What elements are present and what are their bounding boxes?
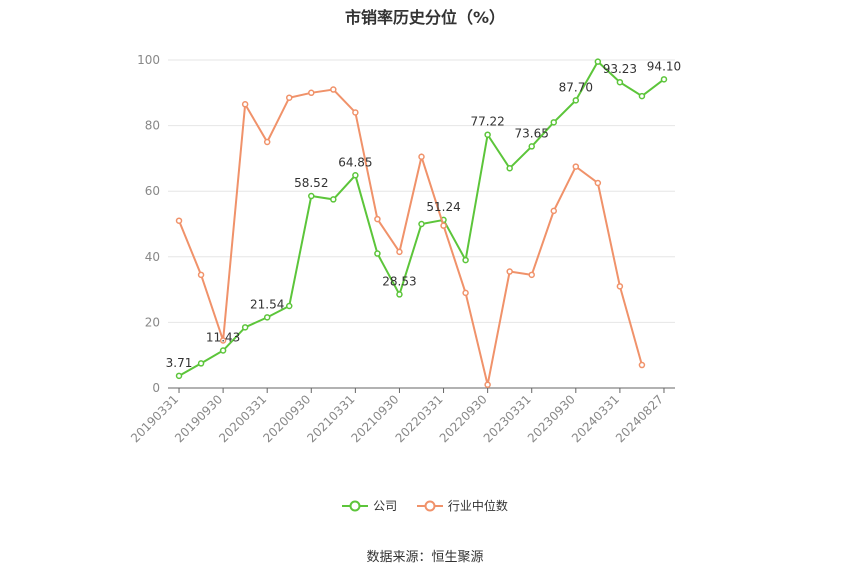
legend-label-company: 公司 [373,499,398,513]
data-point[interactable] [197,271,205,279]
data-label: 28.53 [382,274,416,288]
data-source: 数据来源：恒生聚源 [366,550,484,565]
data-point[interactable] [594,179,602,187]
data-point[interactable] [638,361,646,369]
data-point[interactable] [352,172,359,179]
line-chart: 0 20 40 60 80 100 201903312019093020200331202… [128,53,681,445]
data-point[interactable] [550,119,558,126]
data-point[interactable] [396,248,403,256]
data-label: 58.52 [294,176,328,190]
y-tick-label: 60 [145,184,160,198]
x-tick-labels: 2019033120190930202003312020093020210331… [128,392,666,445]
data-label: 77.22 [470,115,504,129]
data-labels: 3.71 11.43 21.54 58.52 64.85 28.53 51.24 77.22 7… [166,59,681,369]
data-label: 87.70 [559,80,593,94]
legend-line-marker-icon [416,500,443,511]
y-tick-label: 20 [145,315,160,329]
data-point[interactable] [241,324,249,331]
data-point[interactable] [396,291,403,298]
data-point[interactable] [462,256,469,264]
data-label: 21.54 [250,297,284,311]
data-point[interactable] [330,196,337,203]
data-point[interactable] [550,207,558,215]
y-tick-label: 80 [145,119,160,133]
data-point[interactable] [263,138,271,146]
data-point[interactable] [308,89,315,97]
data-point[interactable] [263,314,271,321]
x-axis [168,387,675,393]
y-axis: 0 20 40 60 80 100 [137,53,160,395]
legend: 公司 行业中位数 [0,497,850,516]
series-line-1 [178,88,643,385]
data-point[interactable] [197,360,205,367]
data-point[interactable] [528,143,535,150]
data-label: 64.85 [338,155,372,169]
x-tick-label: 20240827 [613,392,666,445]
data-point[interactable] [418,153,425,161]
data-point[interactable] [241,101,249,108]
data-label: 11.43 [206,331,240,345]
legend-item-company[interactable]: 公司 [342,497,397,514]
series-lines [175,58,668,388]
data-point[interactable] [484,381,491,388]
data-point[interactable] [462,289,469,297]
y-tick-label: 0 [152,381,160,395]
y-tick-label: 40 [145,250,160,264]
data-label: 51.24 [426,200,460,214]
series-line-0 [178,60,665,377]
data-point[interactable] [175,217,183,224]
data-label: 73.65 [515,126,549,140]
legend-label-industry-median: 行业中位数 [447,499,508,513]
data-point[interactable] [528,271,535,279]
data-point[interactable] [638,92,646,100]
data-point[interactable] [285,94,293,101]
data-point[interactable] [506,164,513,172]
data-label: 94.10 [647,59,681,73]
data-label: 93.23 [603,62,637,76]
data-point[interactable] [285,302,293,310]
chart-title: 市销率历史分位（%） [344,8,506,27]
data-point[interactable] [616,78,624,86]
data-point[interactable] [175,372,183,380]
data-point[interactable] [374,250,381,257]
legend-item-industry-median[interactable]: 行业中位数 [416,497,508,514]
data-point[interactable] [440,222,447,229]
data-point[interactable] [219,337,227,344]
data-point[interactable] [572,97,580,104]
legend-line-marker-icon [342,500,369,511]
data-point[interactable] [308,192,315,200]
data-point[interactable] [660,76,668,83]
grid-lines [168,59,675,323]
y-tick-label: 100 [137,53,160,67]
data-label: 3.71 [166,356,193,370]
data-point[interactable] [616,283,624,290]
data-point[interactable] [484,131,491,138]
data-point[interactable] [352,109,359,116]
data-point[interactable] [374,215,381,223]
data-point[interactable] [219,347,227,354]
data-point[interactable] [506,268,513,275]
data-point[interactable] [418,220,425,228]
data-point[interactable] [594,58,602,65]
data-point[interactable] [572,163,580,170]
data-point[interactable] [330,86,337,93]
